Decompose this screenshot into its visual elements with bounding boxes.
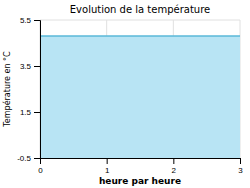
tick-mark [173, 158, 174, 164]
plot: 0 1 2 3 -0.5 1.5 3.5 5.5 [17, 16, 243, 175]
x-axis: 0 1 2 3 [38, 158, 243, 175]
tick: 3 [238, 158, 243, 175]
axis-line [41, 159, 241, 165]
tick-label: 5.5 [20, 16, 32, 25]
line [40, 35, 240, 37]
grid [40, 20, 240, 158]
tick-label: 3.5 [20, 62, 32, 71]
tick-mark [34, 158, 40, 159]
axis-line [34, 21, 41, 159]
tick-mark [107, 158, 108, 164]
x-axis-title: heure par heure [99, 176, 181, 186]
tick-mark [34, 112, 40, 113]
tick-mark [240, 158, 241, 164]
area [40, 36, 240, 158]
tick: 1.5 [20, 108, 40, 117]
tick-mark [34, 66, 40, 67]
tick: 2 [172, 158, 177, 175]
grid-line [40, 20, 240, 21]
chart: 0 1 2 3 -0.5 1.5 3.5 5.5 Evolution de la tempéra… [0, 0, 250, 188]
tick: 1 [105, 158, 110, 175]
tick: 0 [38, 158, 43, 175]
tick-label: 1.5 [20, 108, 32, 117]
tick-label: -0.5 [17, 154, 31, 163]
tick-label: 2 [172, 166, 177, 175]
tick: 5.5 [20, 16, 40, 25]
tick: 3.5 [20, 62, 40, 71]
tick-label: 1 [105, 166, 110, 175]
tick-label: 3 [238, 166, 243, 175]
tick-mark [34, 20, 40, 21]
tick: -0.5 [17, 154, 40, 163]
y-axis: -0.5 1.5 3.5 5.5 [17, 16, 40, 163]
title: Evolution de la température [70, 4, 210, 15]
marks [40, 36, 240, 158]
y-axis-title: Température en °C [2, 51, 12, 128]
tick-label: 0 [38, 166, 43, 175]
